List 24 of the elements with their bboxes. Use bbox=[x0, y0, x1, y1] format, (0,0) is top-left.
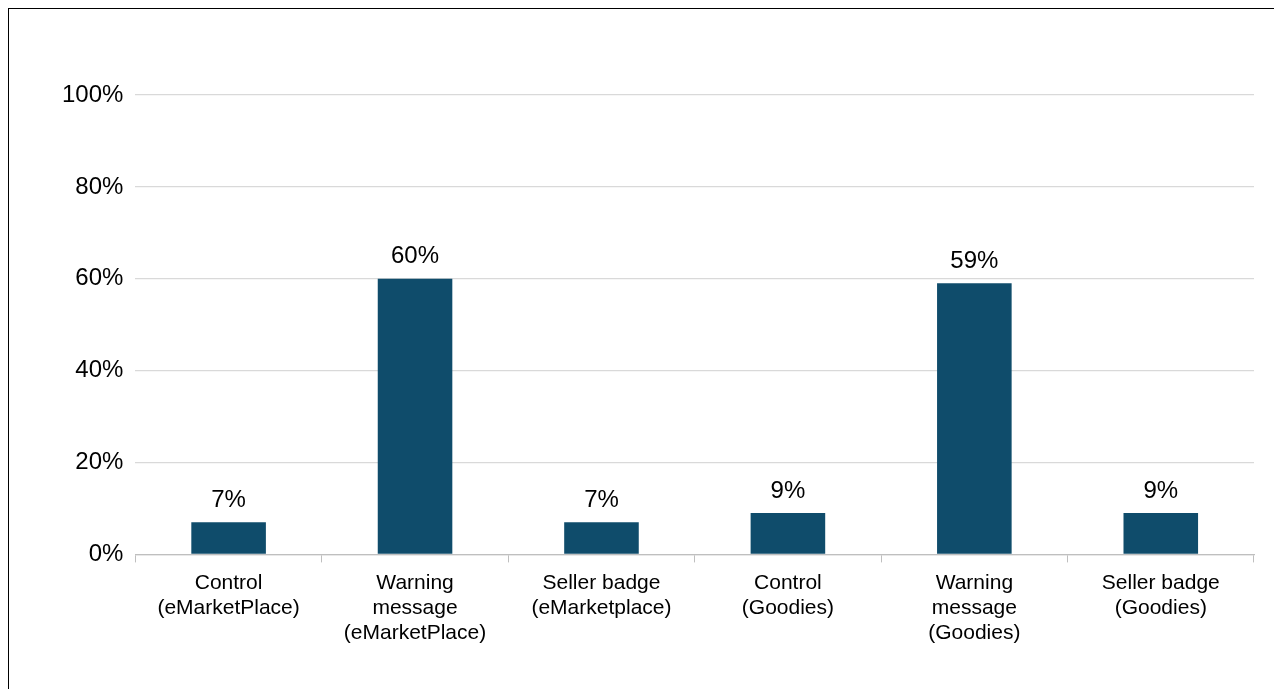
bar bbox=[750, 513, 826, 554]
x-tick-label: Seller badge (Goodies) bbox=[1101, 569, 1220, 618]
y-tick-label: 60% bbox=[75, 263, 124, 291]
x-tick-label: Warning message (Goodies) bbox=[928, 569, 1021, 644]
data-label: 60% bbox=[391, 241, 440, 269]
y-tick-label: 20% bbox=[75, 447, 124, 475]
data-label: 59% bbox=[950, 245, 999, 273]
x-tick-label: Control (Goodies) bbox=[741, 569, 835, 618]
data-label: 7% bbox=[584, 484, 619, 512]
x-tick-label: Warning message (eMarketPlace) bbox=[343, 569, 487, 644]
y-tick-label: 100% bbox=[61, 79, 124, 107]
bar bbox=[191, 522, 266, 554]
data-label: 7% bbox=[211, 484, 246, 512]
x-tick-label: Seller badge (eMarketplace) bbox=[531, 569, 672, 618]
y-tick-label: 80% bbox=[75, 171, 124, 199]
bar bbox=[1123, 513, 1199, 554]
x-tick-label: Control (eMarketPlace) bbox=[157, 569, 300, 618]
data-label: 9% bbox=[1143, 475, 1179, 503]
y-tick-label: 40% bbox=[75, 355, 124, 383]
data-label: 9% bbox=[770, 475, 806, 503]
bar bbox=[564, 522, 639, 554]
y-tick-label: 0% bbox=[88, 539, 124, 567]
bar bbox=[377, 278, 453, 554]
bar bbox=[937, 283, 1012, 554]
